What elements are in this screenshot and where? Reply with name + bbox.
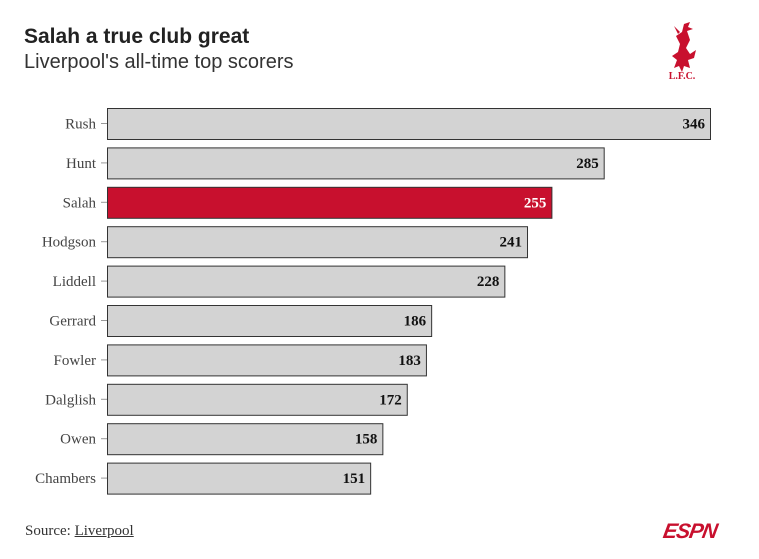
espn-logo-text: ESPN: [661, 520, 720, 542]
category-label: Hodgson: [42, 235, 97, 251]
source-link[interactable]: Liverpool: [74, 523, 134, 539]
data-label: 285: [576, 156, 599, 172]
bar: [107, 305, 433, 337]
bar: [107, 265, 506, 298]
source-note: Source: Liverpool: [25, 523, 134, 540]
source-prefix: Source:: [25, 523, 75, 539]
category-label: Dalglish: [45, 392, 96, 408]
chart-subtitle: Liverpool's all-time top scorers: [24, 51, 294, 73]
data-label: 255: [524, 195, 547, 211]
data-label: 158: [355, 432, 378, 448]
category-label: Owen: [60, 432, 96, 448]
bar: [107, 226, 529, 259]
category-label: Chambers: [35, 471, 96, 487]
bar: [107, 147, 605, 180]
liverbird-icon: [672, 22, 696, 72]
lfc-logo: L.F.C.: [669, 22, 696, 82]
bar: [107, 423, 384, 456]
lfc-logo-text: L.F.C.: [669, 71, 696, 82]
category-label: Fowler: [54, 353, 97, 369]
bar: [107, 462, 372, 495]
category-label: Hunt: [66, 156, 97, 172]
data-label: 151: [343, 471, 366, 487]
data-label: 186: [404, 314, 427, 330]
data-label: 228: [477, 274, 500, 290]
chart-title: Salah a true club great: [24, 25, 250, 48]
category-label: Rush: [65, 117, 96, 133]
category-label: Liddell: [53, 274, 96, 290]
data-label: 346: [683, 117, 706, 133]
bar-chart: Rush 346 Hunt 285 Salah 255 Hodgson 241 Liddell 2…: [35, 108, 711, 495]
data-label: 183: [398, 353, 421, 369]
espn-logo: ESPN: [661, 520, 720, 542]
bar: [107, 383, 408, 416]
category-label: Gerrard: [49, 314, 96, 330]
bar: [107, 344, 427, 377]
bar: [107, 108, 711, 140]
data-label: 172: [379, 392, 402, 408]
bar-highlight: [107, 186, 553, 219]
data-label: 241: [500, 235, 523, 251]
category-label: Salah: [63, 195, 97, 211]
